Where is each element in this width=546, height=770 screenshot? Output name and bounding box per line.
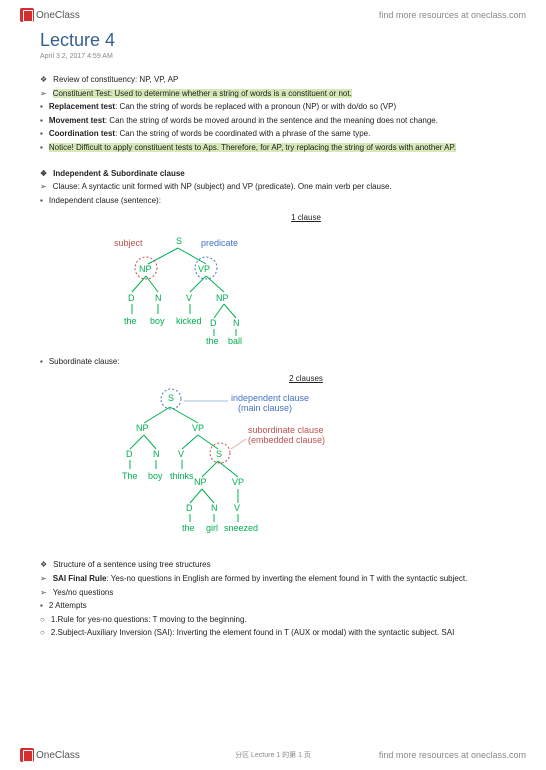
t2-N1: N [153, 449, 160, 459]
t1-V: V [186, 293, 192, 303]
t1-NP: NP [139, 264, 152, 274]
lecture-meta: April 3 2, 2017 4:59 AM [40, 53, 506, 60]
t2-V2: V [234, 503, 240, 513]
t1-the1: the [124, 316, 137, 326]
t2-indep-label: independent clause [231, 393, 309, 403]
t2-girl: girl [206, 523, 218, 533]
t2-S: S [168, 393, 174, 403]
logo-icon-bottom [20, 748, 34, 762]
logo-text: OneClass [36, 10, 80, 21]
t1-boy: boy [150, 316, 165, 326]
constituent-test: Constituent Test: Used to determine whet… [40, 88, 506, 100]
tree2-container: 2 clauses S independent clause (main cla… [106, 373, 506, 545]
rule2: 2.Subject-Auxiliary Inversion (SAI): Inv… [40, 627, 506, 639]
t2-main-label: (main clause) [238, 403, 292, 413]
independent-clause: Independent clause (sentence): [40, 195, 506, 207]
t2-The: The [122, 471, 138, 481]
t2-thinks: thinks [170, 471, 194, 481]
logo-text-bottom: OneClass [36, 750, 80, 761]
t1-VP: VP [198, 264, 210, 274]
t2-sneezed: sneezed [224, 523, 258, 533]
t2-NP1: NP [136, 423, 149, 433]
t2-VP2: VP [232, 477, 244, 487]
movement-test: Movement test: Can the string of words b… [40, 115, 506, 127]
notice-ap: Notice! Difficult to apply constituent t… [40, 142, 506, 154]
tree2-svg: S independent clause (main clause) NP VP… [106, 387, 326, 542]
t2-V1: V [178, 449, 184, 459]
logo-bottom: OneClass [20, 748, 80, 762]
sec2-heading: Independent & Subordinate clause [40, 168, 506, 180]
clause-def: Clause: A syntactic unit formed with NP … [40, 181, 506, 193]
yesno: Yes/no questions [40, 587, 506, 599]
subordinate-clause: Subordinate clause: [40, 356, 506, 368]
t1-D1: D [128, 293, 135, 303]
t2-sub-label2: (embedded clause) [248, 435, 325, 445]
rule1: 1.Rule for yes-no questions: T moving to… [40, 614, 506, 626]
t1-N1: N [155, 293, 162, 303]
t1-kicked: kicked [176, 316, 202, 326]
logo-top: OneClass [20, 8, 80, 22]
coordination-test: Coordination test: Can the string of wor… [40, 128, 506, 140]
t1-ball: ball [228, 336, 242, 346]
tree1-label: 1 clause [106, 212, 506, 224]
t1-N2: N [233, 318, 240, 328]
t2-VP1: VP [192, 423, 204, 433]
t2-D2: D [186, 503, 193, 513]
footer-page: 分区 Lecture 1 的第 1 页 [235, 750, 311, 760]
t1-NP2: NP [216, 293, 229, 303]
t2-sub-label1: subordinate clause [248, 425, 324, 435]
content-body: Review of constituency: NP, VP, AP Const… [40, 74, 506, 639]
resource-link-bottom: find more resources at oneclass.com [379, 750, 526, 760]
t2-the: the [182, 523, 195, 533]
t2-boy: boy [148, 471, 163, 481]
sai-rule: SAI Final Rule: Yes-no questions in Engl… [40, 573, 506, 585]
tree2-label: 2 clauses [106, 373, 506, 385]
attempts: 2 Attempts [40, 600, 506, 612]
t1-S: S [176, 236, 182, 246]
predicate-label: predicate [201, 238, 238, 248]
t2-NP2: NP [194, 477, 207, 487]
sec3-heading: Structure of a sentence using tree struc… [40, 559, 506, 571]
t2-N2: N [211, 503, 218, 513]
tree1-container: 1 clause subject predicate S NP VP D N t… [106, 212, 506, 349]
t1-D2: D [210, 318, 217, 328]
replacement-test: Replacement test: Can the string of word… [40, 101, 506, 113]
resource-link-top: find more resources at oneclass.com [379, 10, 526, 20]
logo-icon [20, 8, 34, 22]
subject-label: subject [114, 238, 143, 248]
sec1-heading: Review of constituency: NP, VP, AP [40, 74, 506, 86]
t2-D1: D [126, 449, 133, 459]
t1-the2: the [206, 336, 219, 346]
tree1-svg: subject predicate S NP VP D N the boy [106, 226, 266, 346]
lecture-title: Lecture 4 [40, 30, 506, 51]
t2-S2: S [216, 449, 222, 459]
